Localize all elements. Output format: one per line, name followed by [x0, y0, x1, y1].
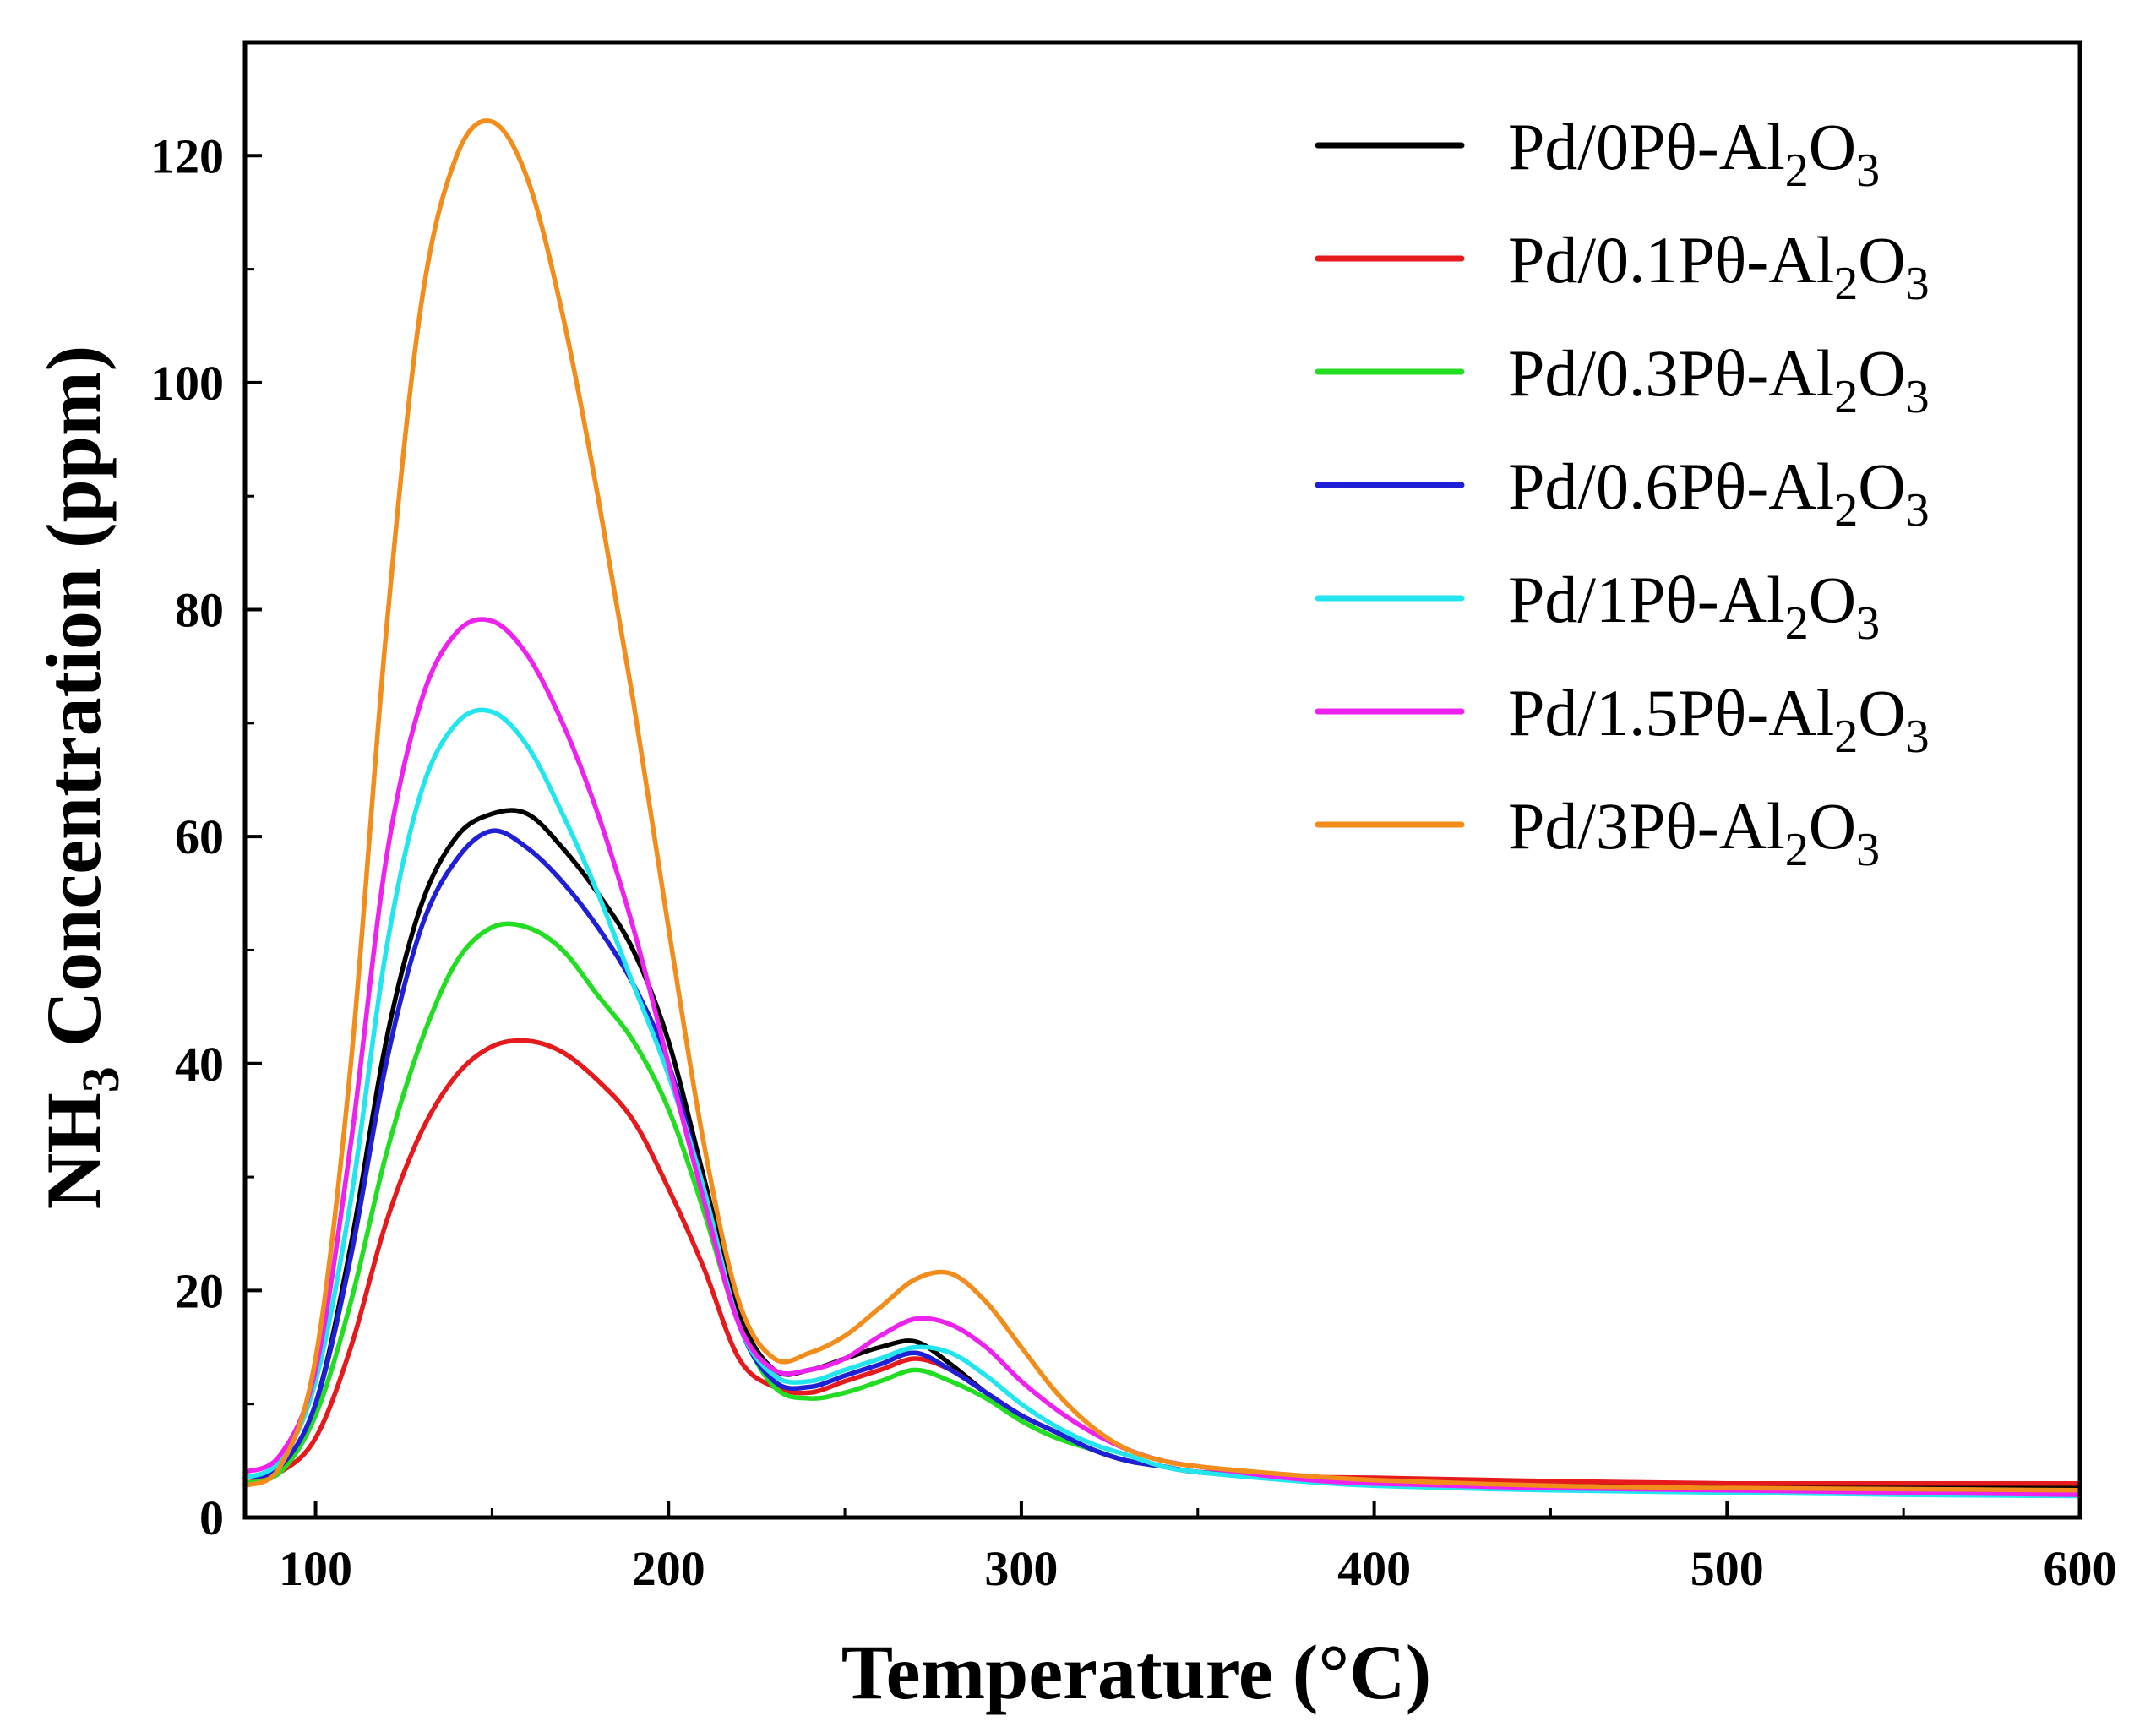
- legend-label: Pd/1Pθ-Al2O3: [1508, 563, 1880, 650]
- y-tick-label: 0: [199, 1490, 224, 1545]
- x-tick-label: 200: [632, 1541, 705, 1596]
- y-tick-label: 60: [175, 809, 224, 864]
- y-tick-label: 80: [175, 583, 224, 638]
- legend-item: Pd/0.3Pθ-Al2O3: [1315, 336, 1930, 423]
- y-axis-title-prefix: NH: [30, 1092, 117, 1209]
- legend-item: Pd/1.5Pθ-Al2O3: [1315, 676, 1930, 763]
- x-tick-label: 600: [2044, 1541, 2117, 1596]
- x-tick-label: 300: [984, 1541, 1058, 1596]
- series-line-6: [242, 118, 2082, 1493]
- legend-label: Pd/0.3Pθ-Al2O3: [1508, 336, 1930, 423]
- y-axis-ticks: 0 20 40 60 80 100 120: [150, 128, 262, 1545]
- x-tick-label: 100: [279, 1541, 352, 1596]
- y-tick-label: 120: [150, 128, 224, 183]
- series-layer: [242, 118, 2082, 1499]
- x-axis-title: Temperature (°C): [841, 1629, 1432, 1715]
- legend-label: Pd/0Pθ-Al2O3: [1508, 110, 1880, 197]
- y-axis-title-suffix: Concentration (ppm): [30, 346, 117, 1067]
- y-tick-label: 40: [175, 1037, 224, 1092]
- y-tick-label: 100: [150, 356, 224, 411]
- legend-item: Pd/1Pθ-Al2O3: [1315, 563, 1880, 650]
- legend-item: Pd/0.6Pθ-Al2O3: [1315, 449, 1930, 537]
- y-axis-title: NH3 Concentration (ppm): [30, 346, 130, 1210]
- x-tick-label: 500: [1690, 1541, 1764, 1596]
- y-axis-title-subscript: 3: [73, 1066, 130, 1092]
- legend-item: Pd/0.1Pθ-Al2O3: [1315, 223, 1930, 310]
- legend-label: Pd/0.1Pθ-Al2O3: [1508, 223, 1930, 310]
- legend-label: Pd/0.6Pθ-Al2O3: [1508, 449, 1930, 537]
- legend-item: Pd/0Pθ-Al2O3: [1315, 110, 1880, 197]
- x-axis-ticks: 100 200 300 400 500 600: [279, 1501, 2117, 1596]
- legend-label: Pd/3Pθ-Al2O3: [1508, 789, 1880, 876]
- legend-item: Pd/3Pθ-Al2O3: [1315, 789, 1880, 876]
- series-line-1: [242, 1038, 2082, 1486]
- legend: Pd/0Pθ-Al2O3 Pd/0.1Pθ-Al2O3 Pd/0.3Pθ-Al2O3…: [1315, 110, 1930, 876]
- x-tick-label: 400: [1337, 1541, 1411, 1596]
- plot-frame: [242, 40, 2082, 1520]
- series-line-5: [242, 617, 2082, 1497]
- legend-label: Pd/1.5Pθ-Al2O3: [1508, 676, 1930, 763]
- y-tick-label: 20: [175, 1263, 224, 1318]
